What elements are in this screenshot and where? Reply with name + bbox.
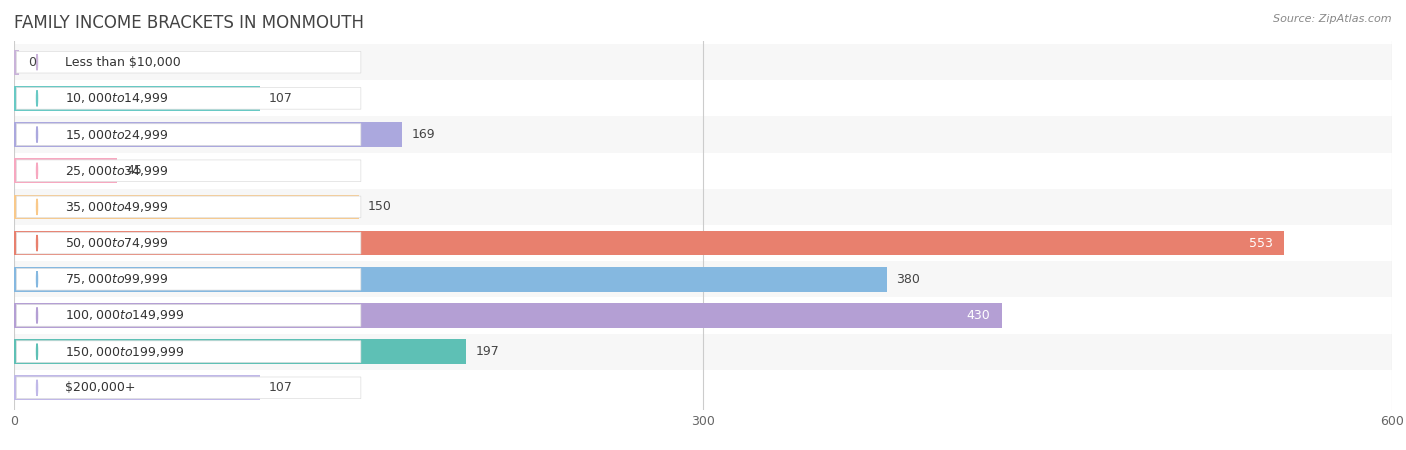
Text: 107: 107 xyxy=(269,92,292,105)
Text: 169: 169 xyxy=(412,128,434,141)
Bar xyxy=(14,86,260,111)
Text: $10,000 to $14,999: $10,000 to $14,999 xyxy=(65,91,169,105)
FancyBboxPatch shape xyxy=(17,269,361,290)
FancyBboxPatch shape xyxy=(17,305,361,326)
FancyBboxPatch shape xyxy=(17,377,361,399)
Bar xyxy=(14,80,1392,117)
Bar xyxy=(14,267,887,292)
Bar xyxy=(14,261,1392,297)
FancyBboxPatch shape xyxy=(17,196,361,218)
Bar xyxy=(14,297,1392,333)
Bar xyxy=(14,117,1392,153)
Text: $50,000 to $74,999: $50,000 to $74,999 xyxy=(65,236,169,250)
Text: $25,000 to $34,999: $25,000 to $34,999 xyxy=(65,164,169,178)
Text: 107: 107 xyxy=(269,381,292,394)
Text: 197: 197 xyxy=(475,345,499,358)
Bar xyxy=(14,370,1392,406)
Text: $15,000 to $24,999: $15,000 to $24,999 xyxy=(65,127,169,142)
Bar xyxy=(14,153,1392,189)
Bar xyxy=(14,122,402,147)
FancyBboxPatch shape xyxy=(17,51,361,73)
Bar xyxy=(14,194,359,219)
Text: Source: ZipAtlas.com: Source: ZipAtlas.com xyxy=(1274,14,1392,23)
Bar xyxy=(14,303,1001,328)
Text: 430: 430 xyxy=(966,309,990,322)
Bar xyxy=(14,333,1392,370)
FancyBboxPatch shape xyxy=(17,341,361,362)
Bar xyxy=(14,231,1284,256)
FancyBboxPatch shape xyxy=(17,88,361,109)
Bar xyxy=(14,44,1392,80)
Text: Less than $10,000: Less than $10,000 xyxy=(65,56,180,69)
Text: 150: 150 xyxy=(368,200,392,213)
Bar xyxy=(14,158,118,183)
Text: $200,000+: $200,000+ xyxy=(65,381,135,394)
Bar xyxy=(14,50,18,75)
Text: FAMILY INCOME BRACKETS IN MONMOUTH: FAMILY INCOME BRACKETS IN MONMOUTH xyxy=(14,14,364,32)
FancyBboxPatch shape xyxy=(17,160,361,181)
Text: 380: 380 xyxy=(896,273,920,286)
Bar xyxy=(14,189,1392,225)
FancyBboxPatch shape xyxy=(17,124,361,145)
Bar xyxy=(14,339,467,364)
Text: 553: 553 xyxy=(1249,237,1272,250)
Bar xyxy=(14,225,1392,261)
Text: 0: 0 xyxy=(28,56,35,69)
Text: 45: 45 xyxy=(127,164,142,177)
Text: $100,000 to $149,999: $100,000 to $149,999 xyxy=(65,308,184,323)
Text: $35,000 to $49,999: $35,000 to $49,999 xyxy=(65,200,169,214)
Text: $75,000 to $99,999: $75,000 to $99,999 xyxy=(65,272,169,286)
Bar xyxy=(14,375,260,400)
Text: $150,000 to $199,999: $150,000 to $199,999 xyxy=(65,345,184,359)
FancyBboxPatch shape xyxy=(17,232,361,254)
